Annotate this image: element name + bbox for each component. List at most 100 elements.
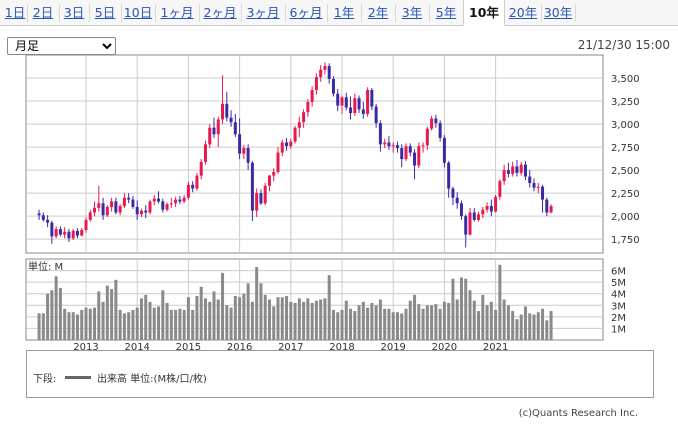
tab-1日[interactable]: 1日 — [3, 4, 28, 22]
candle-down — [131, 199, 135, 207]
tab-3年[interactable]: 3年 — [395, 4, 430, 22]
volume-bar — [221, 272, 225, 340]
volume-bar — [93, 307, 97, 340]
volume-bar — [67, 312, 71, 340]
candle-up — [314, 77, 318, 90]
volume-bar — [459, 277, 463, 340]
tab-6ヶ月[interactable]: 6ヶ月 — [285, 4, 328, 22]
candle-down — [357, 98, 361, 110]
volume-bar — [374, 305, 378, 340]
period-select[interactable]: 月足 — [7, 37, 116, 55]
tab-10日[interactable]: 10日 — [121, 4, 156, 22]
candle-up — [63, 231, 67, 235]
tab-10年[interactable]: 10年 — [463, 0, 505, 26]
candle-up — [122, 197, 126, 207]
tab-3ヶ月[interactable]: 3ヶ月 — [241, 4, 286, 22]
volume-bar — [306, 298, 310, 340]
volume-bar — [430, 305, 434, 340]
chart-timestamp: 21/12/30 15:00 — [577, 38, 670, 52]
volume-bar — [519, 314, 523, 340]
candle-up — [306, 101, 310, 113]
volume-bar — [357, 305, 361, 340]
volume-bar — [148, 301, 152, 340]
candle-down — [447, 162, 451, 189]
tab-2ヶ月[interactable]: 2ヶ月 — [199, 4, 242, 22]
volume-bar — [310, 302, 314, 340]
volume-bar — [165, 302, 169, 340]
volume-bar — [114, 279, 118, 340]
price-tick-label: 3,000 — [611, 120, 640, 131]
tab-3日[interactable]: 3日 — [59, 4, 90, 22]
candle-up — [97, 203, 101, 208]
volume-bar — [297, 298, 301, 340]
tab-5日[interactable]: 5日 — [89, 4, 122, 22]
volume-bar — [169, 309, 173, 340]
candle-down — [541, 186, 545, 200]
volume-bar — [199, 286, 203, 340]
volume-bar — [101, 301, 105, 340]
candle-down — [349, 107, 353, 114]
volume-bar — [395, 312, 399, 340]
tab-20年[interactable]: 20年 — [505, 4, 542, 22]
candle-down — [229, 117, 233, 123]
volume-bar — [255, 267, 259, 340]
candle-up — [340, 97, 344, 106]
tab-2日[interactable]: 2日 — [27, 4, 60, 22]
volume-bar — [464, 278, 468, 340]
candle-up — [366, 89, 370, 114]
tab-30年[interactable]: 30年 — [541, 4, 576, 22]
candle-down — [370, 89, 374, 107]
candle-down — [532, 183, 536, 188]
volume-bar — [229, 307, 233, 340]
volume-bar — [88, 308, 92, 340]
candle-up — [71, 230, 75, 239]
tab-2年[interactable]: 2年 — [361, 4, 396, 22]
period-tab-bar: 1日 2日 3日 5日 10日 1ヶ月 2ヶ月 3ヶ月 6ヶ月 1年 2年 3年 5年 10年 20年 30年 — [0, 0, 678, 26]
volume-bar — [225, 305, 229, 340]
candle-up — [421, 145, 425, 147]
candle-up — [110, 201, 114, 207]
volume-bar — [97, 291, 101, 340]
volume-bar — [400, 313, 404, 340]
volume-bar — [523, 306, 527, 340]
volume-tick-label: 1M — [611, 324, 626, 335]
volume-bar — [280, 297, 284, 340]
candle-down — [408, 146, 412, 153]
candle-down — [225, 103, 229, 118]
candle-up — [208, 127, 212, 145]
candle-up — [242, 148, 246, 154]
candle-up — [417, 146, 421, 166]
volume-bar — [383, 308, 387, 340]
price-tick-label: 1,750 — [611, 235, 640, 246]
candle-down — [378, 123, 382, 145]
candle-down — [238, 134, 242, 154]
candle-down — [395, 145, 399, 149]
volume-bar — [272, 306, 276, 340]
volume-bar — [391, 312, 395, 340]
candle-down — [438, 123, 442, 138]
candle-down — [327, 66, 331, 79]
candle-down — [178, 199, 182, 202]
candle-down — [58, 229, 62, 235]
candle-up — [302, 112, 306, 123]
candle-down — [459, 203, 463, 217]
candle-down — [361, 109, 365, 114]
volume-bar — [340, 309, 344, 340]
candle-down — [442, 137, 446, 163]
volume-bar — [191, 309, 195, 340]
candle-down — [259, 193, 263, 204]
candle-up — [54, 229, 58, 237]
volume-bar — [242, 293, 246, 340]
volume-bar — [37, 313, 41, 340]
candle-up — [216, 119, 220, 135]
volume-bar — [370, 302, 374, 340]
candle-down — [114, 201, 118, 213]
tab-1年[interactable]: 1年 — [327, 4, 362, 22]
candle-up — [383, 142, 387, 145]
volume-bar — [387, 308, 391, 340]
candle-down — [374, 106, 378, 124]
volume-bar — [485, 305, 489, 340]
volume-tick-label: 2M — [611, 313, 626, 324]
volume-bar — [110, 289, 114, 340]
tab-1ヶ月[interactable]: 1ヶ月 — [155, 4, 200, 22]
